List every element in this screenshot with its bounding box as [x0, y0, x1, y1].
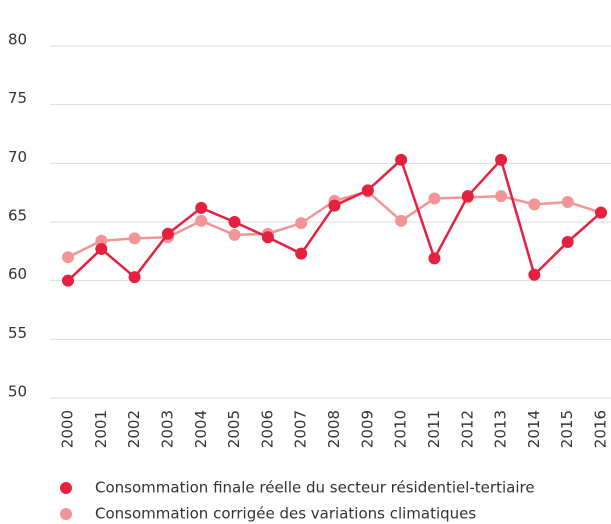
series-line — [67, 157, 602, 282]
data-point — [461, 190, 474, 203]
data-point — [95, 242, 108, 255]
data-point — [328, 199, 341, 212]
data-point — [495, 190, 508, 203]
x-tick-label: 2013 — [492, 410, 510, 448]
data-point — [528, 198, 541, 211]
data-point — [128, 232, 141, 245]
data-point — [62, 251, 74, 264]
legend-marker — [60, 508, 72, 520]
x-tick-label: 2014 — [525, 410, 543, 448]
x-tick-label: 2002 — [125, 410, 143, 448]
data-point — [561, 235, 574, 248]
data-point — [395, 153, 408, 166]
y-tick-label: 60 — [8, 265, 27, 283]
data-point — [295, 247, 308, 260]
data-point — [428, 252, 441, 265]
y-tick-label: 80 — [8, 31, 27, 49]
data-point — [95, 234, 108, 247]
x-tick-label: 2003 — [158, 410, 176, 448]
data-point — [561, 196, 574, 209]
x-tick-label: 2006 — [258, 410, 276, 448]
data-point — [528, 268, 541, 281]
x-tick-label: 2001 — [92, 410, 110, 448]
x-tick-label: 2009 — [358, 410, 376, 448]
x-tick-label: 2011 — [425, 410, 443, 448]
x-tick-label: 2008 — [325, 410, 343, 448]
y-tick-label: 70 — [8, 148, 27, 166]
data-point — [161, 227, 174, 240]
x-tick-label: 2015 — [558, 410, 576, 448]
data-point — [295, 217, 308, 230]
data-point — [195, 201, 208, 214]
x-tick-label: 2016 — [592, 410, 610, 448]
x-tick-label: 2010 — [392, 410, 410, 448]
legend-marker — [60, 482, 72, 494]
data-point — [595, 206, 607, 219]
legend-label: Consommation finale réelle du secteur ré… — [95, 479, 535, 497]
data-point — [495, 153, 508, 166]
legend-label: Consommation corrigée des variations cli… — [95, 505, 476, 523]
data-point — [428, 192, 441, 205]
data-point — [62, 274, 74, 287]
y-tick-label: 50 — [8, 383, 27, 401]
data-point — [228, 228, 241, 241]
data-point — [361, 184, 374, 197]
x-tick-label: 2004 — [192, 410, 210, 448]
y-tick-label: 55 — [8, 324, 27, 342]
y-tick-label: 65 — [8, 207, 27, 225]
x-tick-label: 2005 — [225, 410, 243, 448]
x-tick-label: 2000 — [59, 410, 77, 448]
x-tick-label: 2012 — [458, 410, 476, 448]
data-point — [228, 216, 241, 228]
data-point — [128, 271, 141, 284]
data-point — [195, 214, 208, 227]
data-point — [395, 214, 408, 227]
y-tick-label: 75 — [8, 89, 27, 107]
data-point — [261, 231, 274, 244]
x-tick-label: 2007 — [292, 410, 310, 448]
